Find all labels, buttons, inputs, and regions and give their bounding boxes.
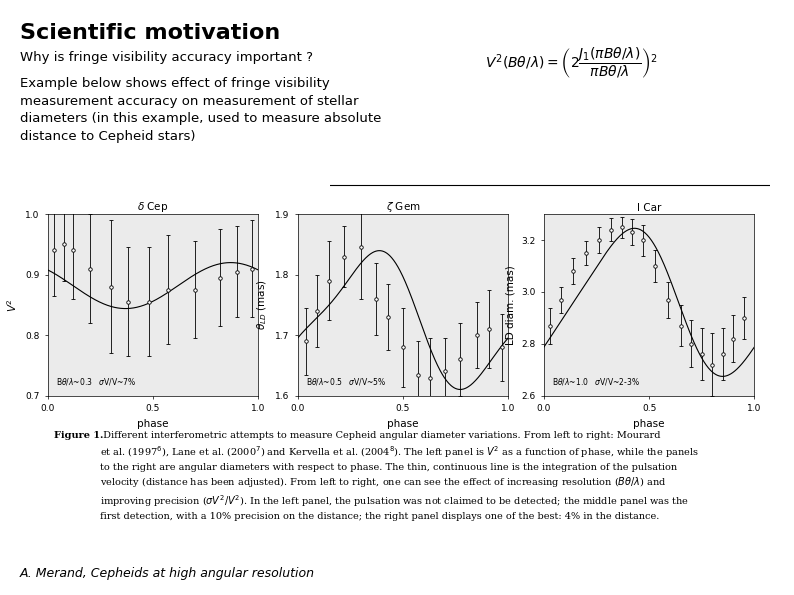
X-axis label: phase: phase xyxy=(387,418,418,428)
Text: B$\theta/\lambda$~0.5   $\sigma$V/V~5%: B$\theta/\lambda$~0.5 $\sigma$V/V~5% xyxy=(306,376,387,387)
Title: $\delta$ Cep: $\delta$ Cep xyxy=(137,200,168,214)
Text: B$\theta/\lambda$~1.0   $\sigma$V/V~2-3%: B$\theta/\lambda$~1.0 $\sigma$V/V~2-3% xyxy=(553,376,641,387)
Text: Why is fringe visibility accuracy important ?: Why is fringe visibility accuracy import… xyxy=(20,51,313,64)
Text: A. Merand, Cepheids at high angular resolution: A. Merand, Cepheids at high angular reso… xyxy=(20,567,315,580)
X-axis label: phase: phase xyxy=(137,418,168,428)
Title: l Car: l Car xyxy=(637,203,661,214)
Text: Scientific motivation: Scientific motivation xyxy=(20,23,280,43)
Text: Figure 1.: Figure 1. xyxy=(54,431,103,440)
Y-axis label: LD diam. (mas): LD diam. (mas) xyxy=(506,265,515,345)
Y-axis label: $\theta_{LD}$ (mas): $\theta_{LD}$ (mas) xyxy=(256,280,269,330)
X-axis label: phase: phase xyxy=(634,418,665,428)
Text: Example below shows effect of fringe visibility
measurement accuracy on measurem: Example below shows effect of fringe vis… xyxy=(20,77,381,143)
Y-axis label: $V^2$: $V^2$ xyxy=(6,298,19,312)
Text: $V^2(B\theta/\lambda) = \left(2\dfrac{J_1(\pi B\theta/\lambda)}{\pi B\theta/\lam: $V^2(B\theta/\lambda) = \left(2\dfrac{J_… xyxy=(485,45,658,80)
Text: Different interferometric attempts to measure Cepheid angular diameter variation: Different interferometric attempts to me… xyxy=(100,431,699,521)
Title: $\zeta$ Gem: $\zeta$ Gem xyxy=(386,200,420,214)
Text: B$\theta/\lambda$~0.3   $\sigma$V/V~7%: B$\theta/\lambda$~0.3 $\sigma$V/V~7% xyxy=(56,376,137,387)
